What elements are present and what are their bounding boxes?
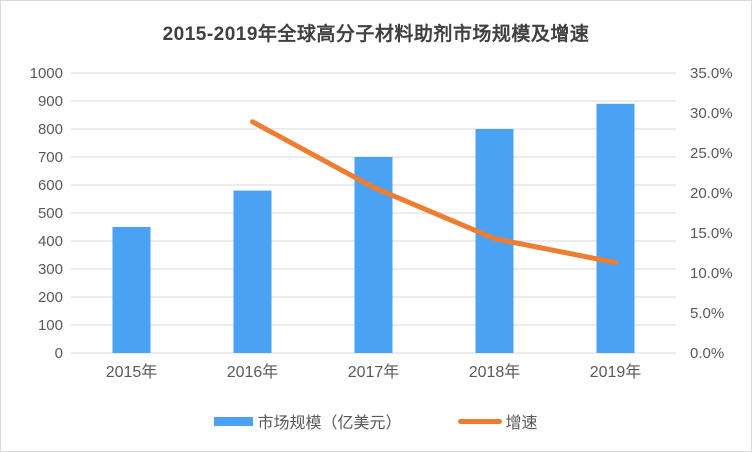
legend-label-growth: 增速 (505, 415, 538, 432)
y-axis-left-tick-label: 0 (55, 345, 63, 362)
growth-line (250, 119, 618, 266)
x-axis-label: 2015年 (106, 363, 158, 381)
legend-label-market-size: 市场规模（亿美元） (257, 415, 402, 432)
y-axis-right-tick-label: 0.0% (690, 345, 724, 362)
y-axis-left-tick-label: 200 (38, 289, 63, 306)
y-axis-right-tick-label: 25.0% (690, 145, 733, 162)
y-axis-left-tick-label: 900 (38, 93, 63, 110)
y-axis-right-tick-label: 30.0% (690, 105, 733, 122)
y-axis-right-tick-label: 35.0% (690, 65, 733, 82)
legend-item-growth: 增速 (457, 409, 538, 433)
line-series-swatch (457, 418, 502, 424)
x-axis-label: 2019年 (590, 363, 642, 381)
y-axis-right-tick-label: 10.0% (690, 265, 733, 282)
bar (596, 103, 635, 353)
y-axis-left-tick-label: 700 (38, 149, 63, 166)
y-axis-right-tick-label: 5.0% (690, 305, 724, 322)
legend-item-market-size: 市场规模（亿美元） (214, 409, 402, 433)
x-axis-label: 2018年 (469, 363, 521, 381)
y-axis-right-tick-label: 20.0% (690, 185, 733, 202)
y-axis-left-tick-label: 400 (38, 233, 63, 250)
bar-series-swatch (214, 416, 254, 426)
x-axis-label: 2017年 (348, 363, 400, 381)
y-axis-left-tick-label: 100 (38, 317, 63, 334)
y-axis-left-tick-label: 500 (38, 205, 63, 222)
bar (112, 227, 151, 353)
y-axis-left-tick-label: 300 (38, 261, 63, 278)
chart-title: 2015-2019年全球高分子材料助剂市场规模及增速 (162, 24, 590, 45)
bar (233, 190, 272, 353)
legend: 市场规模（亿美元） 增速 (1, 409, 751, 433)
x-axis-label: 2016年 (227, 363, 279, 381)
y-axis-left-tick-label: 800 (38, 121, 63, 138)
y-axis-right-tick-label: 15.0% (690, 225, 733, 242)
y-axis-left-tick-label: 600 (38, 177, 63, 194)
y-axis-left-tick-label: 1000 (30, 65, 63, 82)
